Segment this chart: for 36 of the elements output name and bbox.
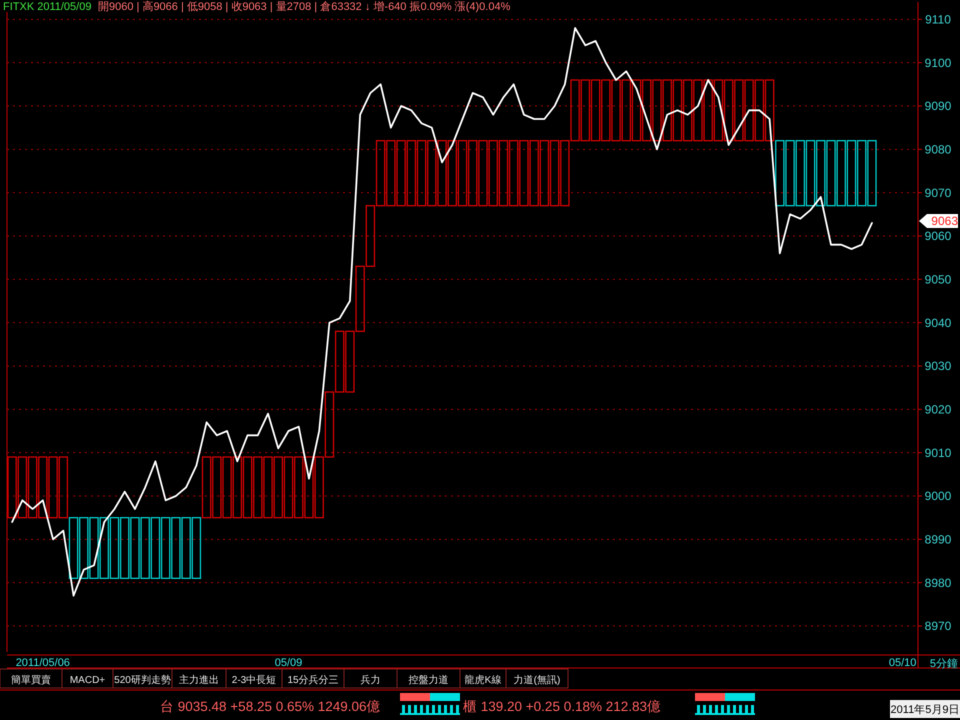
chart-subtitle: 開9060 | 高9066 | 低9058 | 收9063 | 量2708 | 倉63332 ↓ 增-640 振0.09% 漲(4)0.04% [98, 0, 511, 13]
y-tick-label: 9060 [924, 229, 952, 244]
text: 5分鐘 [930, 658, 958, 670]
y-tick-label: 8980 [924, 576, 952, 590]
y-tick-label: 9070 [924, 186, 952, 200]
text: 龍虎K線 [464, 674, 502, 686]
text: 2-3中長短 [232, 674, 276, 686]
x-tick-label: 2011/05/06 [16, 657, 70, 669]
text: MACD+ [70, 675, 106, 686]
text: 力道(無訊) [514, 674, 560, 686]
text: 15分兵分三 [287, 674, 339, 686]
text: 兵力 [360, 674, 380, 686]
text: 2011年5月9日 [890, 704, 960, 716]
text: 控盤力道 [408, 674, 448, 686]
text: 9063 [931, 214, 958, 228]
chart-title: FITXK 2011/05/09 [3, 1, 92, 13]
y-tick-label: 9030 [924, 359, 952, 374]
y-tick-label: 8990 [924, 532, 952, 547]
text: 櫃 139.20 +0.25 0.18% 212.83億 [463, 699, 662, 714]
y-tick-label: 9020 [924, 402, 952, 417]
x-tick-label: 05/09 [274, 657, 302, 669]
line-series [11, 27, 873, 597]
y-tick-label: 9010 [924, 446, 952, 460]
text: 簡單買賣 [11, 674, 51, 686]
y-tick-label: 8970 [924, 619, 952, 634]
y-tick-label: 9080 [924, 142, 952, 157]
y-tick-label: 9000 [924, 489, 952, 504]
y-tick-label: 9040 [924, 316, 952, 330]
y-tick-label: 9100 [924, 56, 952, 70]
text: 520研判走勢 [114, 674, 171, 686]
y-tick-label: 9090 [924, 99, 952, 114]
y-tick-label: 9110 [925, 12, 952, 27]
text: 主力進出 [179, 674, 219, 686]
text: 台 9035.48 +58.25 0.65% 1249.06億 [160, 699, 381, 714]
x-tick-label: 05/10 [888, 657, 916, 669]
y-tick-label: 9050 [924, 272, 952, 287]
